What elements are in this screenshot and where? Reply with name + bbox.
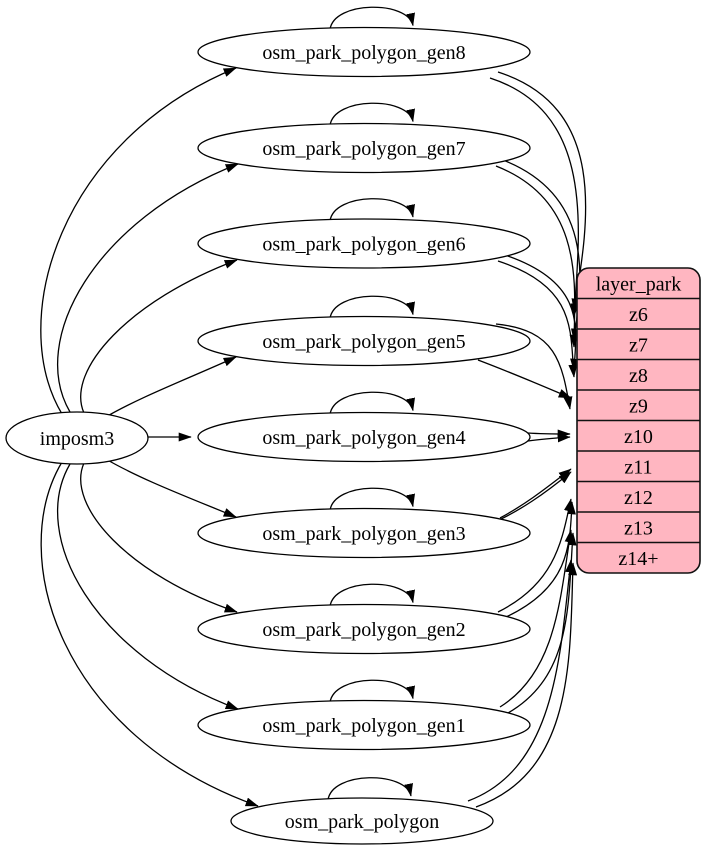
node-shape-osm_park_polygon_gen4: [197, 411, 531, 463]
node-shape-osm_park_polygon_gen2: [197, 603, 531, 655]
node-osm_park_polygon_gen5: osm_park_polygon_gen5: [197, 315, 531, 367]
table-row-z14+: z14+: [618, 548, 658, 570]
node-label-osm_park_polygon_gen3: osm_park_polygon_gen3: [262, 523, 465, 545]
self-loop-osm_park_polygon_gen3: [329, 487, 415, 511]
table-edge-osm_park_polygon_gen8-z6-0: [497, 71, 587, 312]
node-shape-osm_park_polygon_gen8: [197, 26, 531, 78]
node-label-osm_park_polygon_gen1: osm_park_polygon_gen1: [262, 715, 465, 737]
node-shape-osm_park_polygon: [230, 797, 494, 845]
node-osm_park_polygon_gen7: osm_park_polygon_gen7: [197, 122, 531, 174]
table-edge-osm_park_polygon_gen5-z9-0: [477, 359, 572, 399]
self-loop-osm_park_polygon_gen6: [329, 198, 415, 222]
node-osm_park_polygon_gen2: osm_park_polygon_gen2: [197, 603, 531, 655]
self-loop-osm_park_polygon_gen1: [329, 679, 415, 703]
node-osm_park_polygon: osm_park_polygon: [230, 797, 494, 845]
node-label-imposm3: imposm3: [40, 428, 114, 450]
node-shape-osm_park_polygon_gen3: [197, 507, 531, 559]
table-edge-osm_park_polygon_gen1-z13-0: [499, 529, 574, 708]
fan-edge-osm_park_polygon_gen3: [103, 457, 237, 518]
node-label-osm_park_polygon_gen8: osm_park_polygon_gen8: [262, 42, 465, 64]
table-row-z8: z8: [629, 365, 648, 387]
table-edge-osm_park_polygon_gen6-z8-1: [497, 260, 578, 378]
self-loop-osm_park_polygon_gen7: [329, 102, 415, 126]
table-edge-osm_park_polygon-z14+-1: [475, 562, 578, 808]
node-osm_park_polygon_gen1: osm_park_polygon_gen1: [197, 699, 531, 751]
fan-edge-osm_park_polygon_gen8: [40, 67, 237, 415]
table-row-z7: z7: [629, 334, 648, 356]
nodes-layer: imposm3 osm_park_polygon_gen8 osm_park_pol…: [5, 26, 531, 845]
table-row-z6: z6: [629, 304, 648, 326]
table-row-z9: z9: [629, 395, 648, 417]
fan-edge-osm_park_polygon_gen2: [80, 462, 238, 613]
table-edge-osm_park_polygon_gen4-z10-0: [527, 429, 571, 439]
table-edge-osm_park_polygon_gen4-z10-1: [527, 433, 571, 443]
node-osm_park_polygon_gen8: osm_park_polygon_gen8: [197, 26, 531, 78]
node-osm_park_polygon_gen4: osm_park_polygon_gen4: [197, 411, 531, 463]
table-row-z12: z12: [624, 487, 653, 509]
self-loop-osm_park_polygon: [327, 777, 413, 801]
self-loop-osm_park_polygon_gen2: [329, 583, 415, 607]
fan-edge-osm_park_polygon_gen5: [103, 356, 237, 419]
table-edge-osm_park_polygon_gen6-z8-0: [504, 254, 580, 372]
node-osm_park_polygon_gen3: osm_park_polygon_gen3: [197, 507, 531, 559]
node-shape-osm_park_polygon_gen1: [197, 699, 531, 751]
node-label-osm_park_polygon: osm_park_polygon: [285, 811, 439, 833]
node-label-osm_park_polygon_gen6: osm_park_polygon_gen6: [262, 234, 465, 256]
table-edge-osm_park_polygon_gen3-z11-0: [499, 468, 572, 519]
table-edge-osm_park_polygon_gen2-z12-1: [505, 501, 576, 618]
node-shape-osm_park_polygon_gen7: [197, 122, 531, 174]
node-shape-osm_park_polygon_gen6: [197, 218, 531, 269]
self-loop-osm_park_polygon_gen5: [329, 295, 415, 319]
node-shape-imposm3: [5, 411, 149, 465]
fan-edge-osm_park_polygon: [40, 461, 259, 807]
self-loop-osm_park_polygon_gen8: [329, 6, 415, 30]
table-edge-osm_park_polygon_gen2-z12-0: [497, 498, 573, 613]
table-row-z11: z11: [624, 456, 652, 478]
self-loop-osm_park_polygon_gen4: [329, 391, 415, 415]
fan-edge-osm_park_polygon_gen6: [80, 259, 238, 414]
edges-layer: [40, 6, 587, 808]
node-imposm3: imposm3: [5, 411, 149, 465]
node-label-osm_park_polygon_gen2: osm_park_polygon_gen2: [262, 619, 465, 641]
table-row-z10: z10: [624, 426, 653, 448]
node-shape-osm_park_polygon_gen5: [197, 315, 531, 367]
node-label-osm_park_polygon_gen7: osm_park_polygon_gen7: [262, 138, 465, 160]
table-edge-osm_park_polygon_gen5-z9-1: [495, 323, 573, 410]
layer-table: layer_park z6 z7 z8 z9 z10 z11 z12 z13 z14+: [576, 267, 701, 574]
table-row-z13: z13: [624, 517, 653, 539]
node-osm_park_polygon_gen6: osm_park_polygon_gen6: [197, 218, 531, 269]
fan-edge-osm_park_polygon_gen7: [56, 163, 239, 413]
node-label-osm_park_polygon_gen5: osm_park_polygon_gen5: [262, 331, 465, 353]
fan-edge-osm_park_polygon_gen1: [56, 463, 239, 710]
table-edge-osm_park_polygon_gen8-z6-1: [489, 77, 580, 317]
node-label-osm_park_polygon_gen4: osm_park_polygon_gen4: [262, 427, 465, 449]
table-edge-osm_park_polygon-z14+-0: [467, 559, 575, 802]
table-header-layer_park: layer_park: [596, 273, 682, 295]
